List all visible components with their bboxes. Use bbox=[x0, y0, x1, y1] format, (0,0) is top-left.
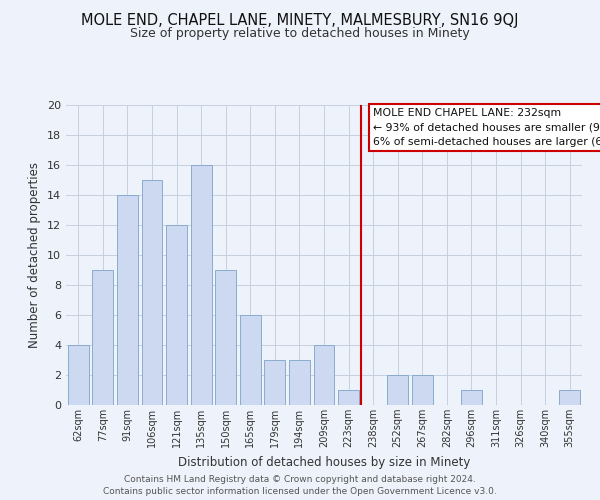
Bar bbox=[338, 390, 359, 405]
Bar bbox=[559, 390, 580, 405]
Bar bbox=[314, 345, 334, 405]
Bar bbox=[289, 360, 310, 405]
Bar bbox=[461, 390, 482, 405]
Bar bbox=[68, 345, 89, 405]
Text: Size of property relative to detached houses in Minety: Size of property relative to detached ho… bbox=[130, 28, 470, 40]
Bar bbox=[191, 165, 212, 405]
Bar bbox=[92, 270, 113, 405]
Bar bbox=[142, 180, 163, 405]
Text: MOLE END, CHAPEL LANE, MINETY, MALMESBURY, SN16 9QJ: MOLE END, CHAPEL LANE, MINETY, MALMESBUR… bbox=[81, 12, 519, 28]
Text: MOLE END CHAPEL LANE: 232sqm
← 93% of detached houses are smaller (97)
6% of sem: MOLE END CHAPEL LANE: 232sqm ← 93% of de… bbox=[373, 108, 600, 147]
Bar bbox=[215, 270, 236, 405]
Bar bbox=[117, 195, 138, 405]
Bar bbox=[166, 225, 187, 405]
Text: Contains public sector information licensed under the Open Government Licence v3: Contains public sector information licen… bbox=[103, 487, 497, 496]
Bar bbox=[412, 375, 433, 405]
Bar bbox=[387, 375, 408, 405]
Y-axis label: Number of detached properties: Number of detached properties bbox=[28, 162, 41, 348]
Text: Contains HM Land Registry data © Crown copyright and database right 2024.: Contains HM Land Registry data © Crown c… bbox=[124, 475, 476, 484]
Bar bbox=[265, 360, 286, 405]
Bar bbox=[240, 315, 261, 405]
X-axis label: Distribution of detached houses by size in Minety: Distribution of detached houses by size … bbox=[178, 456, 470, 468]
